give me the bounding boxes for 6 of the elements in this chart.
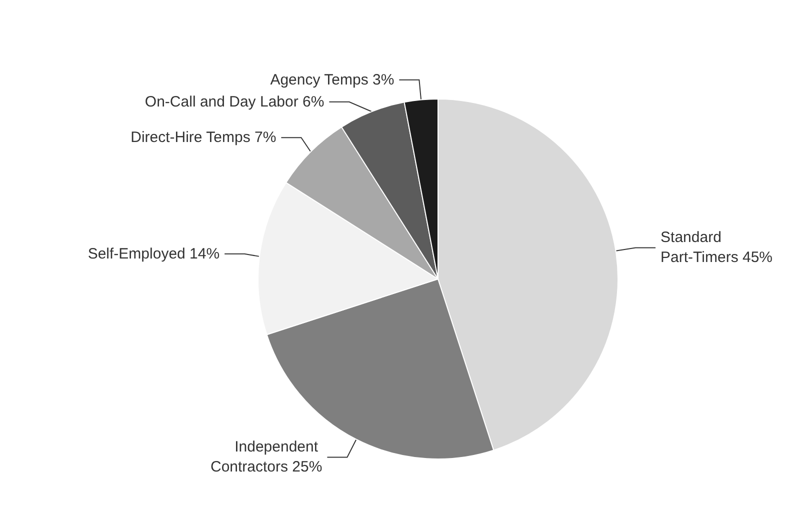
slice-label: Standard Part-Timers 45% bbox=[660, 229, 773, 266]
slice-label: Direct-Hire Temps 7% bbox=[130, 129, 276, 146]
slice-label: Independent Contractors 25% bbox=[210, 438, 322, 476]
slice-label: Agency Temps 3% bbox=[270, 71, 394, 88]
slice-label: Self-Employed 14% bbox=[88, 245, 220, 262]
slice-label: On-Call and Day Labor 6% bbox=[144, 93, 324, 110]
